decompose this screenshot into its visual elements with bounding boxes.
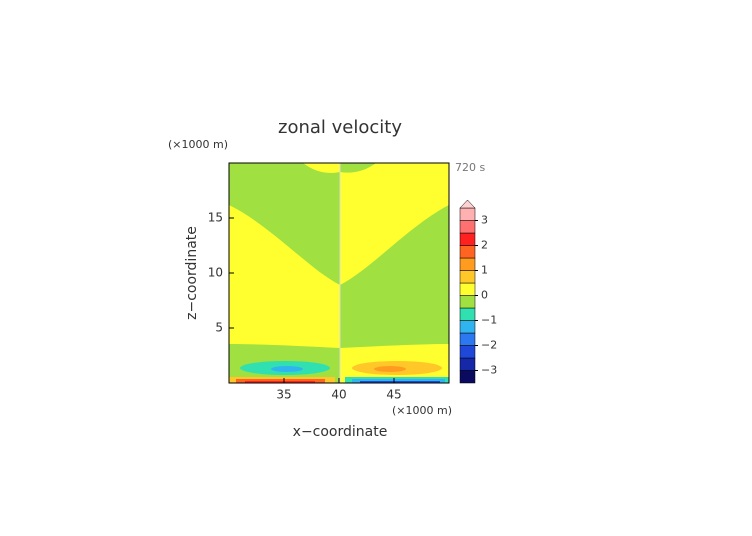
x-unit: (×1000 m) xyxy=(392,404,452,417)
x-tick-label: 35 xyxy=(276,388,291,402)
colorbar-bin xyxy=(459,295,476,309)
colorbar-tick-label: 2 xyxy=(481,239,488,252)
colorbar-bin xyxy=(459,220,476,234)
contour-region xyxy=(340,163,449,285)
contour-region xyxy=(360,381,440,383)
contour-region xyxy=(271,366,303,372)
colorbar-bin xyxy=(459,332,476,346)
x-tick-label: 40 xyxy=(331,388,346,402)
colorbar-bin xyxy=(459,207,476,221)
colorbar-bin xyxy=(459,345,476,359)
colorbar-tick-label: −2 xyxy=(481,339,497,352)
colorbar-tick-label: 3 xyxy=(481,214,488,227)
colorbar-bin xyxy=(459,245,476,259)
colorbar-bin xyxy=(459,320,476,334)
contour-region xyxy=(374,366,406,372)
colorbar-bin xyxy=(459,370,476,384)
colorbar-tick-label: 1 xyxy=(481,264,488,277)
contour-region xyxy=(303,163,340,173)
x-tick-label: 45 xyxy=(386,388,401,402)
colorbar-bin xyxy=(459,282,476,296)
chart-title: zonal velocity xyxy=(278,117,402,138)
contour-region xyxy=(229,205,340,348)
colorbar-bin xyxy=(459,270,476,284)
axes: 35 40 45 5 10 15 −3 −2 −1 0 1 2 3 xyxy=(208,162,497,402)
colorbar-tick-label: −3 xyxy=(481,364,497,377)
y-tick-label: 5 xyxy=(215,321,223,335)
y-unit: (×1000 m) xyxy=(168,138,228,151)
y-axis-label: z−coordinate xyxy=(184,226,200,320)
colorbar-tick-label: −1 xyxy=(481,314,497,327)
colorbar-bin xyxy=(459,257,476,271)
colorbar-bin xyxy=(459,232,476,246)
time-label: 720 s xyxy=(455,161,485,174)
y-tick-label: 10 xyxy=(208,266,223,280)
colorbar-tick-label: 0 xyxy=(481,289,488,302)
x-axis-label: x−coordinate xyxy=(293,424,388,440)
contour-region xyxy=(245,381,315,383)
colorbar-bin xyxy=(459,357,476,371)
colorbar-bin xyxy=(459,307,476,321)
y-tick-label: 15 xyxy=(208,211,223,225)
colorbar-extend xyxy=(459,199,476,209)
contour-region xyxy=(340,163,376,173)
contour-field xyxy=(229,163,449,383)
